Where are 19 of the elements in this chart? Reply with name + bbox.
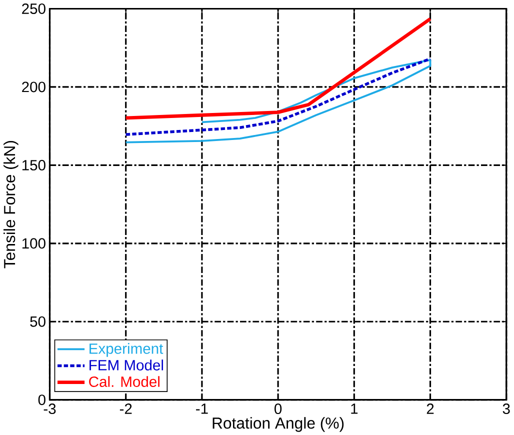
legend-label: Cal. Model xyxy=(89,376,160,387)
legend-label: FEM Model xyxy=(90,359,164,370)
x-tick-label: -3 xyxy=(44,403,56,414)
y-tick-label: 200 xyxy=(22,82,46,92)
legend-label: Experiment xyxy=(90,342,164,357)
x-tick-label: 3 xyxy=(502,403,510,414)
x-tick-label: 1 xyxy=(351,403,358,414)
y-tick-label: 150 xyxy=(22,160,46,170)
x-tick-label: 0 xyxy=(274,403,282,414)
line-series xyxy=(124,17,432,120)
y-axis-title: Tensile Force (kN) xyxy=(4,140,18,268)
x-tick-label: -1 xyxy=(196,403,208,414)
x-tick-label: -2 xyxy=(120,403,132,414)
x-axis-title: Rotation Angle (%) xyxy=(212,416,344,432)
y-tick-label: 100 xyxy=(22,238,46,248)
x-tick-label: 2 xyxy=(426,403,434,414)
y-tick-label: 0 xyxy=(38,394,46,405)
y-tick-label: 50 xyxy=(30,316,46,327)
y-tick-label: 250 xyxy=(22,3,46,14)
